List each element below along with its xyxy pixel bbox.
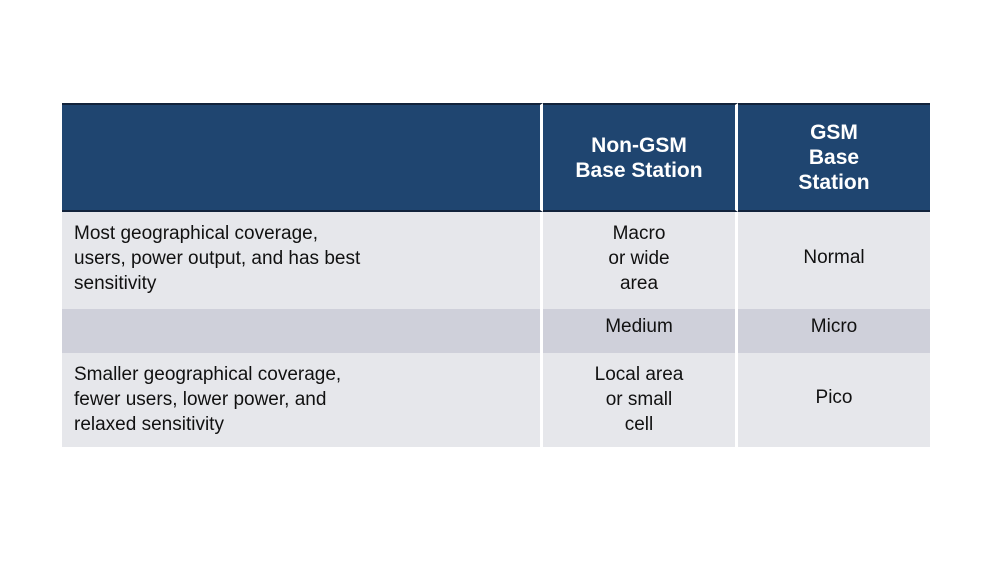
cell-description-text: Most geographical coverage, users, power… — [74, 223, 361, 294]
cell-gsm-base-station: Pico — [738, 353, 930, 447]
cell-gsm-base-station-text: Micro — [810, 316, 858, 337]
cell-description — [62, 309, 543, 353]
column-header-description — [62, 103, 543, 212]
cell-gsm-base-station: Normal — [738, 212, 930, 309]
cell-non-gsm-base-station-text: Medium — [605, 316, 673, 337]
table-row: Most geographical coverage, users, power… — [62, 212, 930, 309]
table-header: Non-GSM Base Station GSM Base Station — [62, 103, 930, 212]
cell-non-gsm-base-station-text: Macro or wide area — [608, 223, 670, 294]
column-header-gsm-base-station-label: GSM Base Station — [798, 121, 870, 194]
cell-gsm-base-station: Micro — [738, 309, 930, 353]
cell-description-text: Smaller geographical coverage, fewer use… — [74, 364, 342, 435]
cell-non-gsm-base-station: Medium — [543, 309, 738, 353]
gsm-base-station-comparison-table: Non-GSM Base Station GSM Base Station Mo… — [62, 103, 930, 447]
cell-gsm-base-station-text: Pico — [815, 386, 853, 408]
cell-non-gsm-base-station: Macro or wide area — [543, 212, 738, 309]
table-body: Most geographical coverage, users, power… — [62, 212, 930, 447]
table-row: Smaller geographical coverage, fewer use… — [62, 353, 930, 447]
column-header-non-gsm-base-station: Non-GSM Base Station — [543, 103, 738, 212]
column-header-non-gsm-base-station-label: Non-GSM Base Station — [575, 133, 703, 182]
cell-description: Most geographical coverage, users, power… — [62, 212, 543, 309]
cell-gsm-base-station-text: Normal — [803, 247, 865, 268]
cell-non-gsm-base-station: Local area or small cell — [543, 353, 738, 447]
cell-non-gsm-base-station-text: Local area or small cell — [594, 364, 684, 435]
table-row: Medium Micro — [62, 309, 930, 353]
column-header-gsm-base-station: GSM Base Station — [738, 103, 930, 212]
cell-description: Smaller geographical coverage, fewer use… — [62, 353, 543, 447]
table-header-row: Non-GSM Base Station GSM Base Station — [62, 103, 930, 212]
